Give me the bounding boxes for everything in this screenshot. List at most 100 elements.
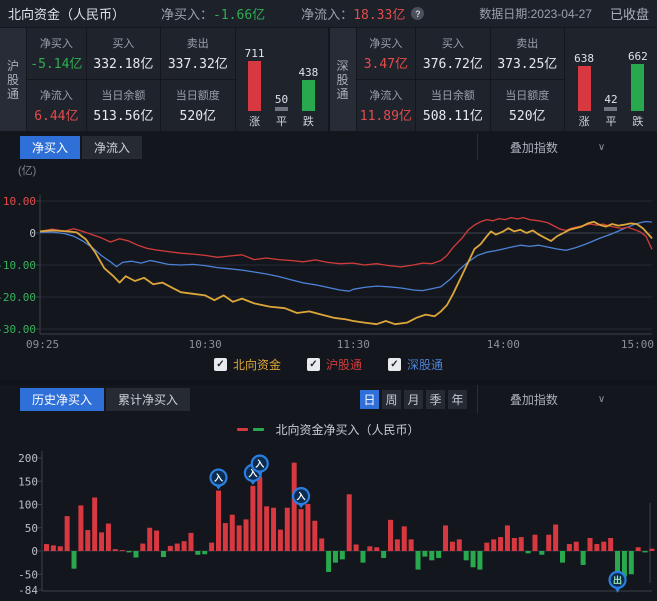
period-year[interactable]: 年 [448,390,467,409]
bar-37 [299,509,304,551]
legend-item-hugutong[interactable]: ✓沪股通 [307,356,362,373]
stat-label: 当日余额 [101,87,145,103]
checkbox-shengutong[interactable]: ✓ [388,358,401,371]
tab-cumulative-net-buy[interactable]: 累计净买入 [106,388,190,411]
bar-28 [237,525,242,551]
stat-value: 513.56亿 [93,105,153,124]
chevron-down-icon: ∨ [598,142,605,153]
bar-55 [422,551,427,557]
svg-text:-10.00: -10.00 [0,259,36,272]
legend-item-north-fund[interactable]: ✓北向资金 [214,356,281,373]
bar-44 [347,494,352,551]
bar-63 [477,551,482,570]
overlay-index-label: 叠加指数 [510,139,558,156]
period-day[interactable]: 日 [360,390,379,409]
stat-value: 3.47亿 [364,53,408,72]
bar-34 [278,530,283,551]
event-pin-出[interactable]: 出 [610,572,626,593]
period-quarter[interactable]: 季 [426,390,445,409]
bar-13 [133,551,138,558]
bar-31 [257,477,262,551]
bar-25 [216,491,221,551]
overlay-index-select-2[interactable]: 叠加指数 ∨ [477,385,637,413]
updown-bar [275,107,288,111]
bar-chart-tabs: 历史净买入累计净买入 [20,388,192,411]
svg-text:-30.00: -30.00 [0,323,36,336]
updown-value: 50 [275,93,288,106]
bar-58 [443,525,448,551]
legend-item-shengutong[interactable]: ✓深股通 [388,356,443,373]
bar-47 [367,546,372,551]
stat-label: 卖出 [187,35,209,51]
bar-12 [127,551,132,552]
bar-chart-legend: 北向资金净买入（人民币） [0,415,657,443]
bar-87 [643,551,648,552]
bar-29 [244,519,249,551]
tab-net-buy[interactable]: 净买入 [20,136,80,159]
checkbox-north-fund[interactable]: ✓ [214,358,227,371]
period-week[interactable]: 周 [382,390,401,409]
checkbox-hugutong[interactable]: ✓ [307,358,320,371]
updown-value: 662 [628,50,648,63]
bar-57 [436,551,441,558]
tab-net-flow[interactable]: 净流入 [82,136,142,159]
svg-text:入: 入 [213,473,223,484]
panel-tag-shengutong: 深股通 [330,28,356,131]
bar-32 [264,506,269,551]
help-icon[interactable]: ? [411,7,424,20]
bar-7 [92,498,97,551]
stat-value: 373.25亿 [497,53,557,72]
updown-bar [248,61,261,111]
bar-65 [491,539,496,551]
updown-value: 42 [604,93,617,106]
updown-value: 711 [245,47,265,60]
event-pin-入[interactable]: 入 [211,470,227,490]
bar-10 [113,549,118,551]
bar-11 [120,550,125,551]
stat-value: 520亿 [180,105,216,124]
bar-62 [471,551,476,567]
svg-text:10.00: 10.00 [3,195,36,208]
bar-6 [85,530,90,551]
stat-value: 337.32亿 [168,53,228,72]
bar-1 [51,545,56,551]
bar-80 [594,544,599,551]
bar-86 [636,547,641,551]
bar-chart-header: 历史净买入累计净买入 日周月季年 叠加指数 ∨ [0,385,657,413]
bar-71 [532,535,537,551]
svg-text:0: 0 [31,545,38,558]
bar-53 [409,539,414,551]
stat-value: 376.72亿 [423,53,483,72]
svg-text:10:30: 10:30 [189,338,222,351]
history-bar-chart: 200150100500-50-84入入入入出 [0,443,657,601]
period-month[interactable]: 月 [404,390,423,409]
bar-18 [168,546,173,551]
net-flow-value: 18.33亿 [353,4,405,23]
updown-value: 638 [574,52,594,65]
svg-text:出: 出 [613,574,622,586]
svg-text:入: 入 [254,459,264,470]
svg-text:-20.00: -20.00 [0,291,36,304]
overlay-index-select[interactable]: 叠加指数 ∨ [477,134,637,160]
svg-text:09:25: 09:25 [26,338,59,351]
stat-value: 11.89亿 [360,105,412,124]
bar-79 [588,538,593,551]
stat-cell: 净买入-5.14亿 [27,28,86,79]
tab-history-net-buy[interactable]: 历史净买入 [20,388,104,411]
net-flow-label: 净流入： [301,4,353,23]
svg-text:11:30: 11:30 [337,338,370,351]
bar-27 [230,515,235,551]
bar-61 [464,551,469,560]
bar-75 [560,551,565,563]
